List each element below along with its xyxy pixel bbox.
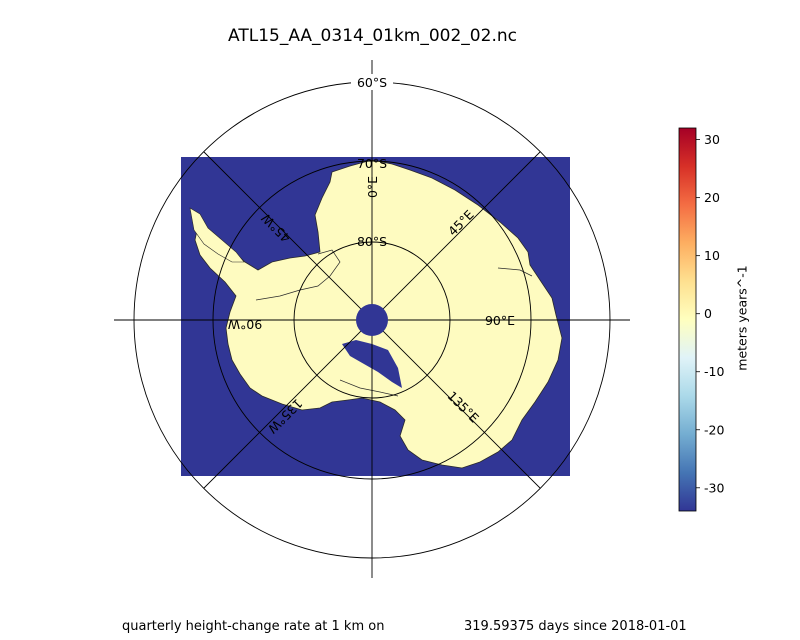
antarctic-peninsula	[189, 207, 245, 263]
lon-label-90e: 90°E	[485, 313, 515, 328]
colorbar-label: meters years^-1	[734, 265, 750, 371]
colorbar-tick-label: 30	[704, 132, 720, 147]
colorbar-tick-label: -10	[704, 364, 724, 379]
lon-label-0e: 0°E	[365, 176, 380, 198]
lat-label-70s: 70°S	[357, 156, 387, 171]
pole-hole	[356, 304, 388, 336]
colorbar-tick-label: -30	[704, 480, 724, 495]
caption-right: 319.59375 days since 2018-01-01	[464, 619, 687, 634]
colorbar-tick-label: -20	[704, 422, 724, 437]
figure-title: ATL15_AA_0314_01km_002_02.nc	[228, 26, 517, 46]
caption-left: quarterly height-change rate at 1 km on	[122, 619, 385, 634]
colorbar: 30 20 10 0 -10 -20 -30	[678, 127, 724, 512]
colorbar-tick-label: 0	[704, 306, 712, 321]
colorbar-bar	[678, 127, 697, 512]
lon-label-90w: 90°W	[228, 317, 263, 332]
colorbar-ticks: 30 20 10 0 -10 -20 -30	[696, 132, 724, 495]
lat-label-80s: 80°S	[357, 234, 387, 249]
lat-label-60s: 60°S	[357, 75, 387, 90]
colorbar-tick-label: 20	[704, 190, 720, 205]
colorbar-tick-label: 10	[704, 248, 720, 263]
